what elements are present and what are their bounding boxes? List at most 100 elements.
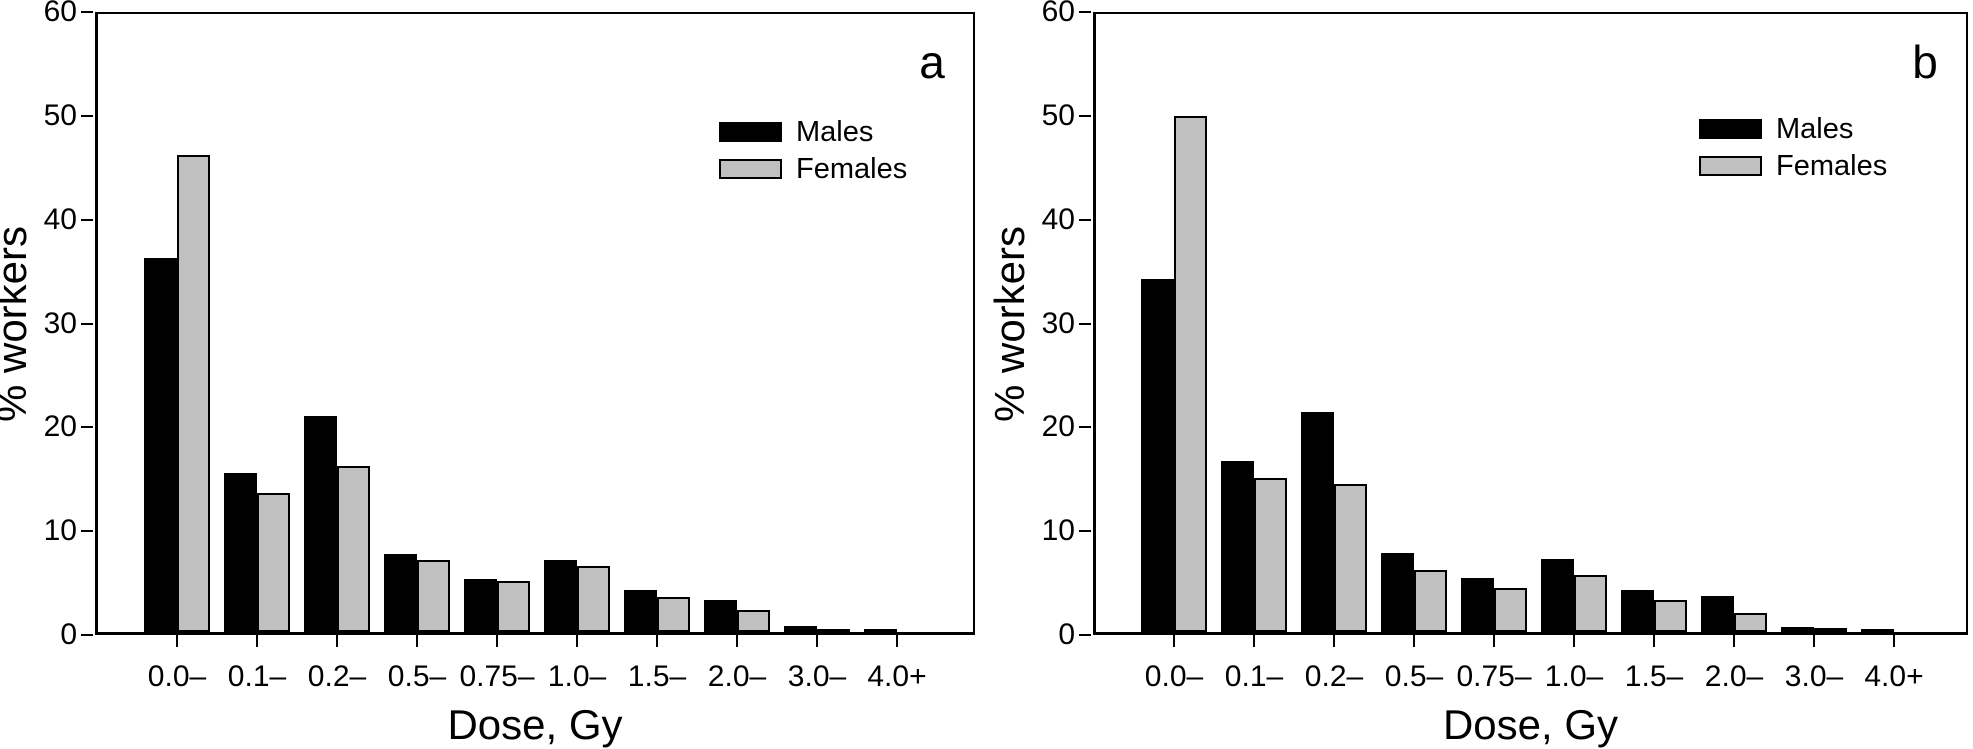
bar-males-0.5 bbox=[1381, 553, 1414, 632]
x-tick-label: 1.5– bbox=[627, 660, 687, 693]
legend-label-males: Males bbox=[1776, 113, 1854, 145]
bar-males-0.0 bbox=[1141, 279, 1174, 632]
x-tick bbox=[896, 635, 898, 647]
y-tick-label: 50 bbox=[43, 99, 77, 132]
x-tick-label: 4.0+ bbox=[1864, 660, 1924, 693]
bar-males-4.0 bbox=[1861, 629, 1894, 633]
y-tick bbox=[1079, 115, 1091, 117]
x-tick bbox=[576, 635, 578, 647]
x-tick-label: 4.0+ bbox=[867, 660, 927, 693]
y-tick bbox=[1079, 426, 1091, 428]
bar-males-0.2 bbox=[304, 416, 337, 632]
y-tick-label: 20 bbox=[1041, 410, 1075, 443]
x-tick-label: 2.0– bbox=[1704, 660, 1764, 693]
x-tick bbox=[1733, 635, 1735, 647]
bar-males-0.75 bbox=[1461, 578, 1494, 632]
bar-males-0.1 bbox=[224, 473, 257, 632]
bar-females-0.75 bbox=[497, 581, 530, 632]
x-tick bbox=[1653, 635, 1655, 647]
y-tick-label: 20 bbox=[43, 410, 77, 443]
y-tick bbox=[1079, 323, 1091, 325]
bar-females-3.0 bbox=[1814, 628, 1847, 632]
bar-males-0.2 bbox=[1301, 412, 1334, 632]
x-tick-label: 3.0– bbox=[1784, 660, 1844, 693]
x-tick bbox=[816, 635, 818, 647]
panel-label-a: a bbox=[919, 36, 945, 88]
y-tick bbox=[1079, 219, 1091, 221]
bar-females-1.0 bbox=[1574, 575, 1607, 632]
y-tick-label: 0 bbox=[1058, 618, 1075, 651]
bar-females-0.1 bbox=[257, 493, 290, 632]
bar-males-0.0 bbox=[144, 258, 177, 632]
x-tick-label: 1.5– bbox=[1624, 660, 1684, 693]
x-tick-label: 3.0– bbox=[787, 660, 847, 693]
legend-label-females: Females bbox=[796, 153, 908, 185]
bar-females-0.5 bbox=[1414, 570, 1447, 632]
x-tick-label: 1.0– bbox=[547, 660, 607, 693]
legend-swatch-males bbox=[719, 122, 782, 142]
bar-females-3.0 bbox=[817, 629, 850, 633]
x-tick bbox=[1493, 635, 1495, 647]
bar-females-0.1 bbox=[1254, 478, 1287, 632]
bar-males-0.5 bbox=[384, 554, 417, 632]
panel-label-b: b bbox=[1912, 36, 1938, 88]
bar-males-1.5 bbox=[624, 590, 657, 632]
legend-swatch-females bbox=[719, 159, 782, 179]
x-tick bbox=[1173, 635, 1175, 647]
x-tick-label: 1.0– bbox=[1544, 660, 1604, 693]
x-tick-label: 0.1– bbox=[227, 660, 287, 693]
x-tick-label: 0.0– bbox=[147, 660, 207, 693]
x-axis-title: Dose, Gy bbox=[1442, 701, 1619, 748]
x-tick bbox=[416, 635, 418, 647]
y-tick-label: 40 bbox=[1041, 203, 1075, 236]
x-tick bbox=[176, 635, 178, 647]
y-tick bbox=[1079, 634, 1091, 636]
bar-females-2.0 bbox=[737, 610, 770, 632]
bar-males-3.0 bbox=[784, 626, 817, 632]
y-tick-label: 0 bbox=[60, 618, 77, 651]
bar-females-0.75 bbox=[1494, 588, 1527, 632]
x-tick bbox=[336, 635, 338, 647]
x-tick bbox=[736, 635, 738, 647]
x-tick-label: 0.75– bbox=[1456, 660, 1532, 693]
bar-males-4.0 bbox=[864, 629, 897, 633]
legend-swatch-females bbox=[1699, 156, 1762, 176]
bar-males-2.0 bbox=[1701, 596, 1734, 632]
y-tick bbox=[81, 426, 93, 428]
y-tick-label: 40 bbox=[43, 203, 77, 236]
x-tick-label: 0.0– bbox=[1144, 660, 1204, 693]
bar-females-0.2 bbox=[337, 466, 370, 632]
bar-females-0.2 bbox=[1334, 484, 1367, 632]
bar-females-2.0 bbox=[1734, 613, 1767, 632]
x-tick bbox=[496, 635, 498, 647]
y-tick-label: 30 bbox=[43, 307, 77, 340]
y-tick bbox=[1079, 530, 1091, 532]
y-tick bbox=[81, 634, 93, 636]
bar-males-0.1 bbox=[1221, 461, 1254, 632]
bar-males-0.75 bbox=[464, 579, 497, 632]
y-tick bbox=[81, 530, 93, 532]
bar-males-3.0 bbox=[1781, 627, 1814, 632]
x-axis-title: Dose, Gy bbox=[447, 701, 623, 748]
y-tick-label: 10 bbox=[43, 514, 77, 547]
y-axis-title: % workers bbox=[0, 225, 35, 421]
y-tick bbox=[81, 115, 93, 117]
x-tick bbox=[1893, 635, 1895, 647]
y-axis-title: % workers bbox=[986, 225, 1033, 422]
x-tick-label: 0.2– bbox=[1304, 660, 1364, 693]
x-tick-label: 0.5– bbox=[1384, 660, 1444, 693]
y-tick bbox=[81, 219, 93, 221]
y-tick-label: 60 bbox=[43, 0, 77, 28]
y-tick-label: 50 bbox=[1041, 99, 1075, 132]
x-tick bbox=[1253, 635, 1255, 647]
y-tick-label: 10 bbox=[1041, 514, 1075, 547]
bar-females-1.5 bbox=[1654, 600, 1687, 632]
bar-males-1.5 bbox=[1621, 590, 1654, 632]
y-tick bbox=[1079, 11, 1091, 13]
bar-males-1.0 bbox=[1541, 559, 1574, 632]
bar-males-2.0 bbox=[704, 600, 737, 632]
x-tick bbox=[1573, 635, 1575, 647]
y-tick-label: 30 bbox=[1041, 307, 1075, 340]
x-tick bbox=[1413, 635, 1415, 647]
y-tick-label: 60 bbox=[1041, 0, 1075, 28]
